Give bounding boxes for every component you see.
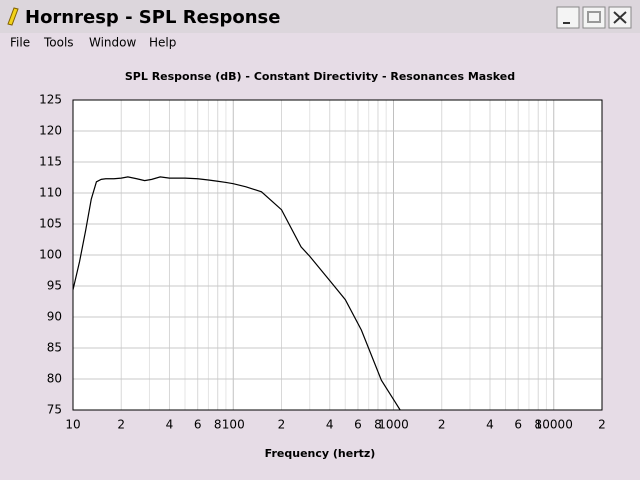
menu-bar (0, 33, 640, 53)
x-tick-label: 8 (214, 418, 222, 432)
maximize-button[interactable] (582, 6, 606, 29)
x-tick-label: 2 (117, 418, 125, 432)
x-tick-label: 2 (438, 418, 446, 432)
x-tick-label: 2 (278, 418, 286, 432)
y-tick-label: 90 (47, 310, 62, 324)
x-tick-label: 10000 (535, 418, 573, 432)
x-tick-label: 4 (486, 418, 494, 432)
x-tick-label: 6 (354, 418, 362, 432)
minimize-button[interactable] (556, 6, 580, 29)
y-tick-label: 110 (39, 186, 62, 200)
menu-item[interactable]: File (10, 36, 30, 50)
x-tick-label: 100 (222, 418, 245, 432)
x-tick-label: 1000 (378, 418, 409, 432)
x-axis-label: Frequency (hertz) (265, 447, 376, 460)
chart-title: SPL Response (dB) - Constant Directivity… (125, 70, 515, 83)
title-bar (0, 0, 640, 33)
y-tick-label: 95 (47, 279, 62, 293)
menu-item[interactable]: Tools (43, 36, 74, 50)
y-tick-label: 85 (47, 341, 62, 355)
x-tick-label: 6 (514, 418, 522, 432)
app-icon (7, 7, 19, 26)
spl-curve (73, 176, 401, 410)
plot-frame (72, 99, 603, 411)
window-title: Hornresp - SPL Response (25, 7, 280, 28)
x-tick-label: 8 (374, 418, 382, 432)
window-buttons[interactable] (556, 6, 632, 29)
x-tick-label: 2 (598, 418, 606, 432)
x-tick-label: 4 (326, 418, 334, 432)
y-tick-label: 120 (39, 124, 62, 138)
menu-item[interactable]: Window (89, 36, 137, 50)
x-tick-label: 4 (166, 418, 174, 432)
y-tick-label: 80 (47, 372, 62, 386)
x-tick-label: 6 (194, 418, 202, 432)
y-tick-label: 125 (39, 93, 62, 107)
y-tick-label: 75 (47, 403, 62, 417)
menu: File Tools Window Help (10, 36, 176, 50)
x-tick-label: 10 (65, 418, 80, 432)
menu-item[interactable]: Help (149, 36, 176, 50)
y-tick-label: 105 (39, 217, 62, 231)
plot (73, 176, 401, 410)
y-tick-label: 115 (39, 155, 62, 169)
x-tick-label: 8 (534, 418, 542, 432)
y-tick-label: 100 (39, 248, 62, 262)
grid (72, 99, 603, 411)
